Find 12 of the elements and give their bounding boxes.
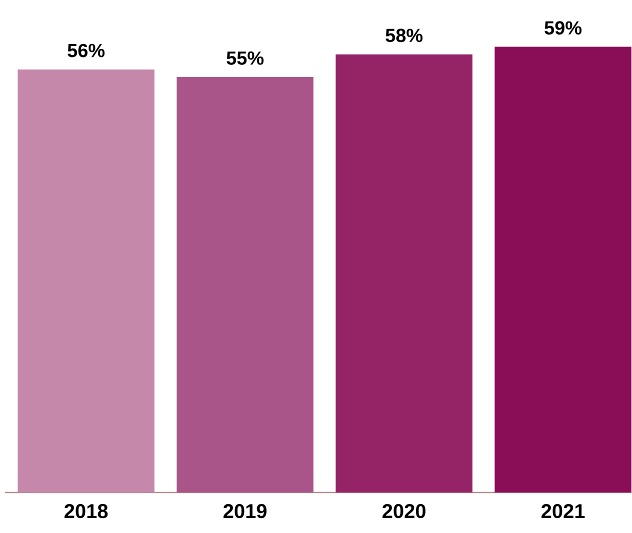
data-label: 59% [544, 20, 582, 34]
x-tick-label: 2021 [542, 504, 585, 518]
bar [336, 54, 472, 492]
x-tick-label: 2019 [224, 504, 267, 518]
data-label: 56% [68, 44, 105, 58]
x-tick-label: 2018 [64, 504, 108, 518]
data-label: 58% [386, 28, 423, 42]
bar [18, 69, 154, 492]
x-tick-label: 2020 [382, 504, 426, 518]
bar [176, 76, 314, 492]
data-label: 55% [226, 51, 264, 65]
bar [494, 46, 632, 492]
